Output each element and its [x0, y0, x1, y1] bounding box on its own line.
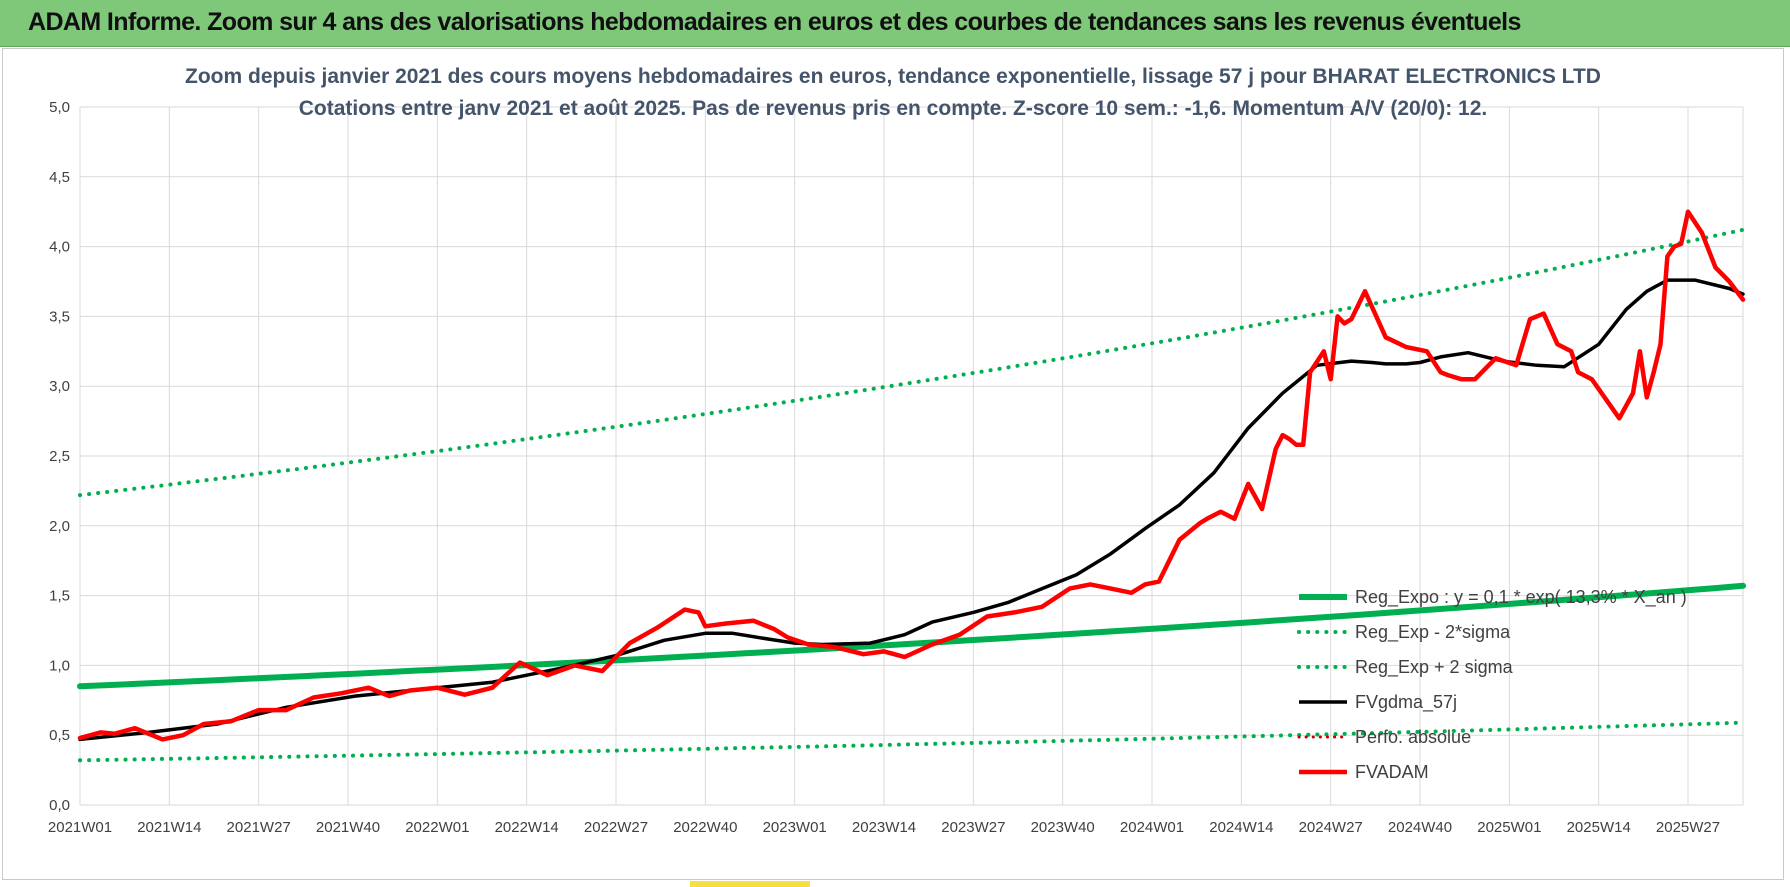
- x-tick-label: 2023W27: [941, 819, 1005, 836]
- x-tick-label: 2025W14: [1567, 819, 1631, 836]
- series-reg-plus-2sigma: [78, 227, 1745, 498]
- chart-title-line: Cotations entre janv 2021 et août 2025. …: [299, 97, 1487, 120]
- legend-label: Reg_Exp - 2*sigma: [1355, 622, 1511, 643]
- chart-frame: 0,0 0,5 1,0 1,5 2,0 2,5 3,0 3,5 4,0 4,5 5,0 2021W0…: [2, 48, 1784, 880]
- y-tick-label: 3,5: [49, 308, 70, 325]
- x-tick-label: 2023W14: [852, 819, 916, 836]
- x-tick-label: 2022W14: [495, 819, 559, 836]
- legend-label: FVADAM: [1355, 762, 1429, 782]
- x-tick-label: 2022W40: [673, 819, 737, 836]
- report-banner: ADAM Informe. Zoom sur 4 ans des valoris…: [0, 0, 1790, 47]
- y-tick-label: 3,0: [49, 378, 70, 395]
- x-tick-label: 2021W14: [137, 819, 201, 836]
- x-tick-label: 2025W27: [1656, 819, 1720, 836]
- chart-title-line: Zoom depuis janvier 2021 des cours moyen…: [185, 65, 1601, 88]
- legend-label: Reg_Expo : y = 0,1 * exp( 13,3% * X_an ): [1355, 587, 1687, 608]
- series-fvadam: [77, 209, 1746, 742]
- legend-label: Reg_Exp + 2 sigma: [1355, 657, 1514, 678]
- x-tick-label: 2021W27: [227, 819, 291, 836]
- x-tick-label: 2024W14: [1209, 819, 1273, 836]
- x-tick-label: 2021W40: [316, 819, 380, 836]
- x-tick-label: 2022W01: [405, 819, 469, 836]
- series-layer: [77, 209, 1746, 763]
- legend-label: Perfo. absolue: [1355, 727, 1471, 747]
- series-reg-expo: [77, 582, 1746, 690]
- y-tick-label: 1,5: [49, 588, 70, 605]
- x-tick-label: 2025W01: [1477, 819, 1541, 836]
- x-tick-label: 2024W01: [1120, 819, 1184, 836]
- series-fvgdma-57j: [78, 278, 1745, 742]
- y-axis: 0,0 0,5 1,0 1,5 2,0 2,5 3,0 3,5 4,0 4,5 5,0: [49, 99, 70, 814]
- y-tick-label: 2,0: [49, 518, 70, 535]
- x-tick-label: 2021W01: [48, 819, 112, 836]
- series-reg-minus-2sigma: [78, 720, 1745, 763]
- y-tick-label: 1,0: [49, 657, 70, 674]
- bottom-accent-bar: [690, 881, 810, 887]
- y-tick-label: 0,0: [49, 797, 70, 814]
- chart-title: Zoom depuis janvier 2021 des cours moyen…: [185, 65, 1601, 120]
- legend-label: FVgdma_57j: [1355, 692, 1457, 713]
- x-tick-label: 2024W40: [1388, 819, 1452, 836]
- grid: [79, 106, 1744, 806]
- x-tick-label: 2023W01: [763, 819, 827, 836]
- x-axis: 2021W01 2021W14 2021W27 2021W40 2022W01 2022W…: [48, 819, 1720, 836]
- y-tick-label: 4,5: [49, 169, 70, 186]
- report-title: ADAM Informe. Zoom sur 4 ans des valoris…: [28, 8, 1521, 36]
- x-tick-label: 2023W40: [1031, 819, 1095, 836]
- x-tick-label: 2024W27: [1299, 819, 1363, 836]
- y-tick-label: 2,5: [49, 448, 70, 465]
- y-tick-label: 4,0: [49, 239, 70, 256]
- legend: Reg_Expo : y = 0,1 * exp( 13,3% * X_an )…: [1297, 587, 1687, 782]
- trend-chart: 0,0 0,5 1,0 1,5 2,0 2,5 3,0 3,5 4,0 4,5 5,0 2021W0…: [48, 65, 1746, 836]
- y-tick-label: 5,0: [49, 99, 70, 116]
- x-tick-label: 2022W27: [584, 819, 648, 836]
- y-tick-label: 0,5: [49, 727, 70, 744]
